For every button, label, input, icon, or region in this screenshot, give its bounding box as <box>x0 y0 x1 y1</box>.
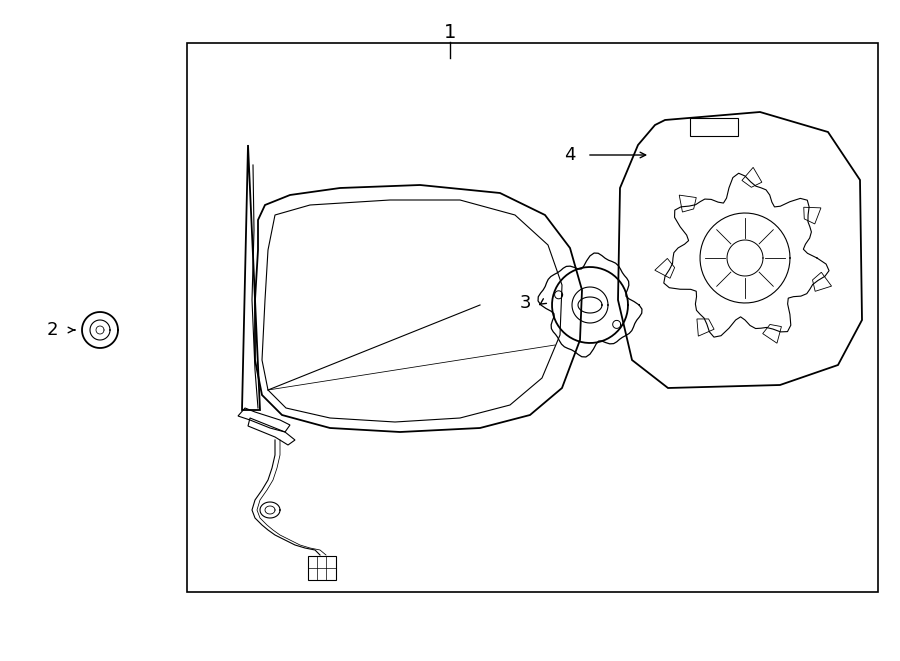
Text: 2: 2 <box>46 321 58 339</box>
Bar <box>308 556 336 580</box>
Bar <box>187 43 878 592</box>
Text: 1: 1 <box>444 22 456 42</box>
Bar <box>690 118 738 136</box>
Text: 3: 3 <box>519 294 531 312</box>
Text: 4: 4 <box>564 146 576 164</box>
